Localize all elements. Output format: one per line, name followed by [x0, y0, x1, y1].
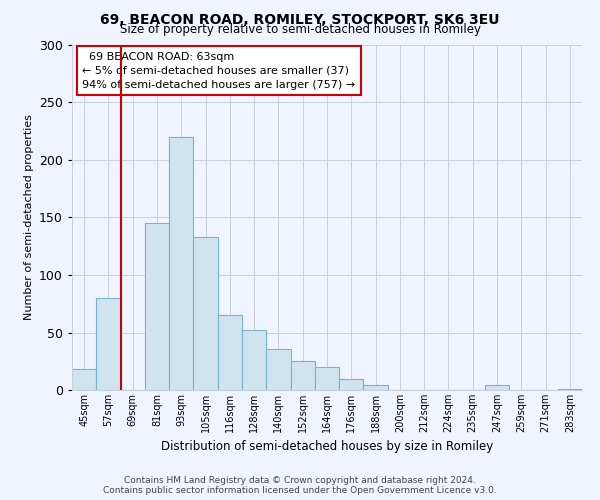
- Bar: [193, 237, 218, 390]
- Text: 69 BEACON ROAD: 63sqm  
← 5% of semi-detached houses are smaller (37)
94% of sem: 69 BEACON ROAD: 63sqm ← 5% of semi-detac…: [82, 52, 355, 90]
- Bar: [218, 316, 242, 390]
- Bar: [145, 223, 169, 390]
- Bar: [266, 348, 290, 390]
- Text: 69, BEACON ROAD, ROMILEY, STOCKPORT, SK6 3EU: 69, BEACON ROAD, ROMILEY, STOCKPORT, SK6…: [100, 12, 500, 26]
- Bar: [290, 361, 315, 390]
- Bar: [96, 298, 121, 390]
- X-axis label: Distribution of semi-detached houses by size in Romiley: Distribution of semi-detached houses by …: [161, 440, 493, 454]
- Bar: [485, 386, 509, 390]
- Bar: [169, 137, 193, 390]
- Bar: [364, 386, 388, 390]
- Text: Size of property relative to semi-detached houses in Romiley: Size of property relative to semi-detach…: [119, 22, 481, 36]
- Bar: [558, 389, 582, 390]
- Bar: [72, 370, 96, 390]
- Bar: [315, 367, 339, 390]
- Y-axis label: Number of semi-detached properties: Number of semi-detached properties: [23, 114, 34, 320]
- Text: Contains HM Land Registry data © Crown copyright and database right 2024.
Contai: Contains HM Land Registry data © Crown c…: [103, 476, 497, 495]
- Bar: [339, 378, 364, 390]
- Bar: [242, 330, 266, 390]
